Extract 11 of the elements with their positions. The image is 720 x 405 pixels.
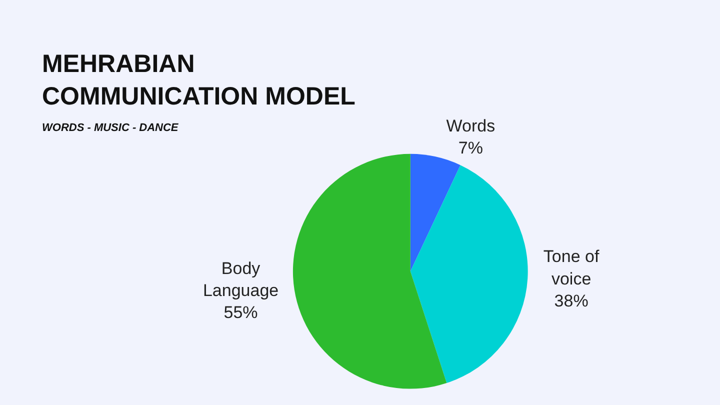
pie-slice [410, 165, 528, 384]
chart-title: MEHRABIAN COMMUNICATION MODEL [42, 50, 356, 110]
slice-label: Words [446, 116, 496, 136]
pie-slice [410, 154, 460, 272]
data-label: 38% [554, 291, 588, 310]
slice-label: Body Language [202, 258, 279, 300]
pie-slice [293, 154, 447, 389]
data-label: 7% [458, 138, 483, 158]
data-label: 55% [224, 303, 258, 322]
text: WORDS - MUSIC - DANCE [42, 122, 179, 134]
slice-label: Tone of voice [543, 247, 600, 288]
